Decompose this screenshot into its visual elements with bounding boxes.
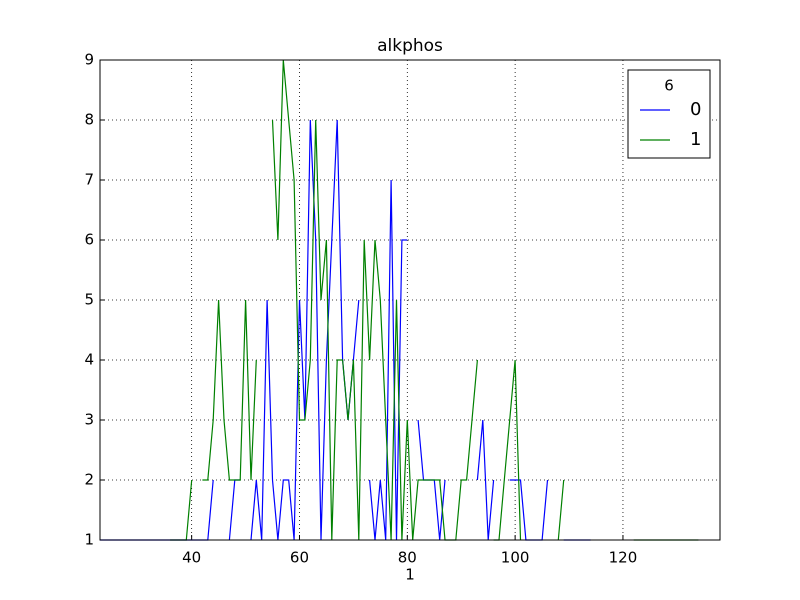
x-tick-label: 120 — [609, 549, 638, 567]
x-tick-label: 60 — [290, 549, 309, 567]
x-tick-label: 100 — [501, 549, 530, 567]
y-tick-label: 9 — [84, 51, 94, 69]
y-tick-label: 4 — [84, 351, 94, 369]
legend-label: 1 — [690, 129, 701, 150]
y-tick-label: 1 — [84, 531, 94, 549]
y-tick-label: 8 — [84, 111, 94, 129]
legend-label: 0 — [690, 99, 701, 120]
y-tick-label: 6 — [84, 231, 94, 249]
plot-frame — [99, 59, 721, 541]
legend-box — [627, 69, 711, 159]
x-tick-label: 40 — [182, 549, 201, 567]
y-tick-label: 3 — [84, 411, 94, 429]
chart-title: alkphos — [377, 36, 443, 56]
y-tick-label: 2 — [84, 471, 94, 489]
x-axis-label: 1 — [405, 566, 415, 584]
y-tick-label: 7 — [84, 171, 94, 189]
y-tick-label: 5 — [84, 291, 94, 309]
legend-title: 6 — [664, 77, 674, 95]
x-tick-label: 80 — [398, 549, 417, 567]
